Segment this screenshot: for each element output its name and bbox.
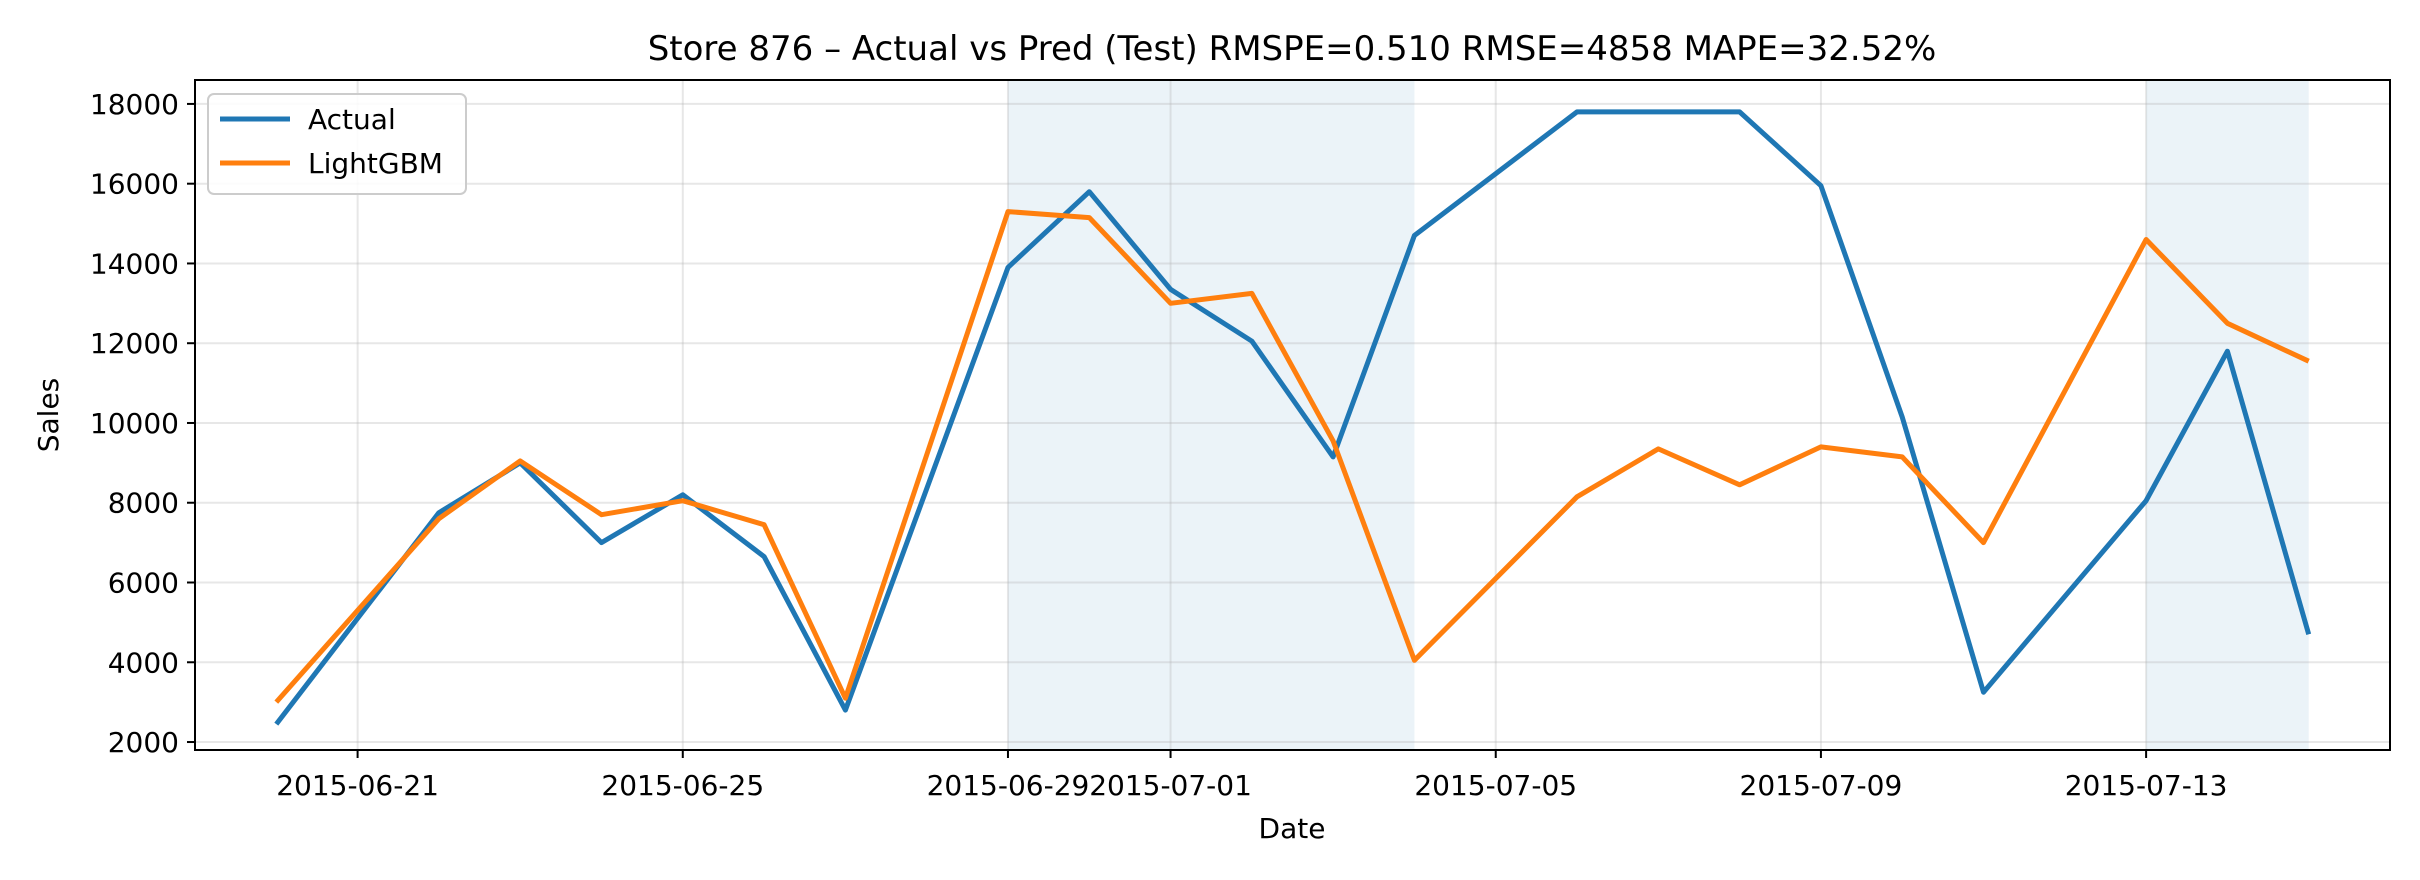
y-tick-label: 4000 <box>108 646 179 679</box>
y-tick-label: 6000 <box>108 567 179 600</box>
y-tick-label: 12000 <box>90 327 179 360</box>
x-axis-label: Date <box>1259 812 1326 845</box>
y-tick-label: 8000 <box>108 487 179 520</box>
series-line-lightgbm <box>274 209 2310 704</box>
x-tick-label: 2015-06-29 <box>927 769 1090 802</box>
x-tick-label: 2015-07-13 <box>2065 769 2228 802</box>
y-tick-label: 18000 <box>90 88 179 121</box>
x-tick-label: 2015-07-09 <box>1740 769 1903 802</box>
x-tick-label: 2015-07-01 <box>1089 769 1252 802</box>
x-tick-label: 2015-06-25 <box>601 769 764 802</box>
y-tick-label: 10000 <box>90 407 179 440</box>
legend-label-lightgbm: LightGBM <box>308 147 443 180</box>
y-tick-label: 2000 <box>108 726 179 759</box>
x-tick-label: 2015-07-05 <box>1414 769 1577 802</box>
series-line-actual <box>274 109 2312 726</box>
chart-title: Store 876 – Actual vs Pred (Test) RMSPE=… <box>648 29 1937 69</box>
series-lines <box>274 109 2312 726</box>
shaded-regions <box>1007 80 2309 750</box>
plot-frame <box>194 79 2391 751</box>
legend-label-actual: Actual <box>308 103 396 136</box>
shaded-region-1 <box>1007 80 1415 750</box>
y-axis-label: Sales <box>32 378 65 453</box>
y-tick-label: 16000 <box>90 168 179 201</box>
x-tick-label: 2015-06-21 <box>276 769 439 802</box>
shaded-region-2 <box>2146 80 2309 750</box>
y-tick-label: 14000 <box>90 247 179 280</box>
axis-ticks: 2000 4000 6000 8000 10000 12000 14000 16000 1800… <box>90 88 2228 802</box>
grid-lines <box>195 80 2390 750</box>
legend: Actual LightGBM <box>207 93 467 195</box>
